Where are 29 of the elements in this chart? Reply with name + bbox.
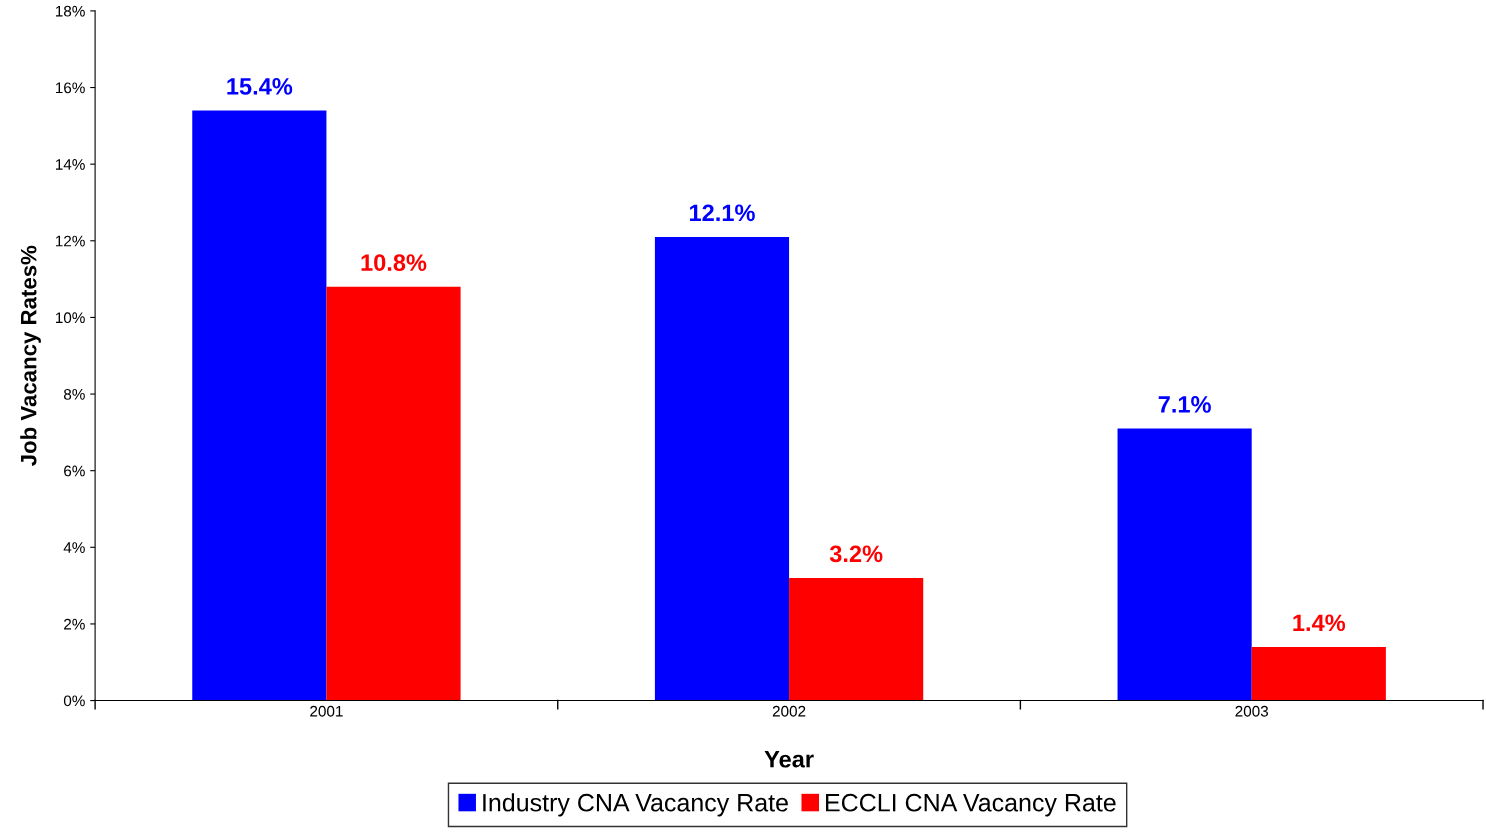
data-label: 15.4% xyxy=(227,78,293,95)
x-tick-label: 2002 xyxy=(772,705,806,717)
data-label: 1.4% xyxy=(1293,614,1346,632)
y-tick-label: 0% xyxy=(63,695,85,707)
data-label: 3.2% xyxy=(829,545,883,563)
bar xyxy=(326,286,461,701)
y-tick-label: 6% xyxy=(64,465,85,477)
y-tick-label: 8% xyxy=(63,388,85,400)
data-label: 7.1% xyxy=(1158,396,1211,413)
x-tick-label: 2001 xyxy=(310,705,343,717)
x-tick-label: 2003 xyxy=(1235,705,1269,717)
bar xyxy=(1117,428,1252,701)
legend-label: Industry CNA Vacancy Rate xyxy=(483,793,788,817)
y-tick-label: 16% xyxy=(55,82,85,94)
x-axis-title: Year xyxy=(764,751,814,768)
y-tick-label: 14% xyxy=(55,159,85,170)
bar xyxy=(789,577,924,701)
y-tick-label: 10% xyxy=(55,312,85,324)
y-tick-label: 4% xyxy=(63,542,85,553)
bar xyxy=(192,110,327,701)
bar xyxy=(1251,646,1386,701)
data-label: 10.8% xyxy=(361,254,427,271)
data-label: 12.1% xyxy=(690,204,755,222)
y-tick-label: 12% xyxy=(55,235,85,247)
y-tick-label: 18% xyxy=(55,5,85,17)
y-tick-label: 2% xyxy=(64,618,85,630)
bar xyxy=(654,236,790,701)
legend-label: ECCLI CNA Vacancy Rate xyxy=(826,793,1116,817)
y-axis-title: Job Vacancy Rates% xyxy=(20,245,41,466)
